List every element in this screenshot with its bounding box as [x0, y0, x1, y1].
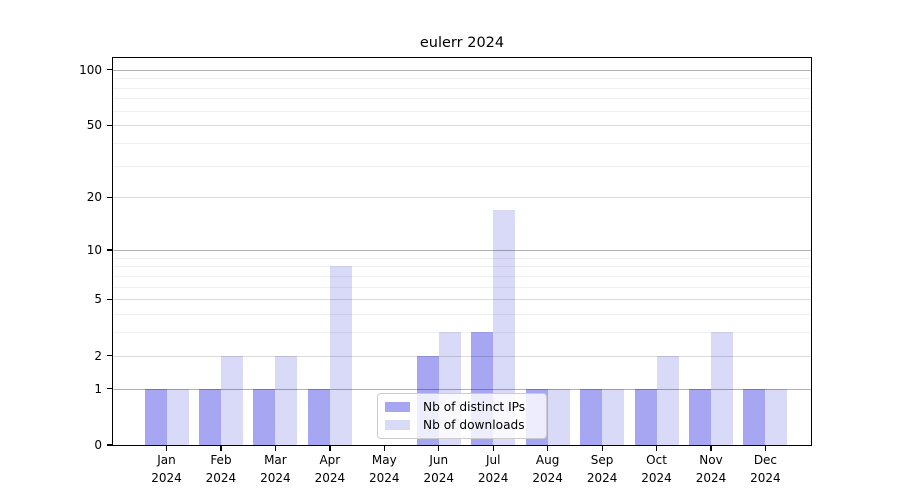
minor-gridline — [113, 143, 811, 145]
minor-gridline — [113, 286, 811, 288]
x-tick-label: Mar 2024 — [260, 453, 291, 485]
axes-frame — [112, 57, 812, 446]
bar-ips-apr — [307, 388, 330, 445]
minor-gridline — [113, 87, 811, 89]
bar-downloads-jan — [166, 388, 189, 445]
x-tick-label: Nov 2024 — [695, 453, 727, 485]
y-tick — [107, 444, 113, 446]
y-tick-label: 50 — [86, 118, 102, 133]
bar-downloads-jul — [493, 210, 516, 445]
y-tick-label: 10 — [86, 243, 102, 258]
y-tick-label: 0 — [94, 438, 102, 452]
x-tick — [710, 446, 712, 451]
y-tick — [107, 388, 113, 390]
decade-gridline — [113, 250, 811, 252]
minor-gridline — [113, 314, 811, 316]
bar-ips-nov — [689, 388, 711, 445]
minor-gridline — [113, 275, 811, 277]
bar-downloads-feb — [220, 355, 243, 445]
bar-ips-oct — [634, 388, 657, 445]
x-tick — [329, 446, 331, 451]
y-tick — [107, 69, 113, 71]
x-tick-label: Jun 2024 — [423, 453, 455, 485]
bar-ips-sep — [580, 388, 603, 445]
y-tick-label: 1 — [94, 381, 102, 396]
bar-downloads-mar — [275, 355, 298, 445]
bar-downloads-sep — [602, 388, 625, 445]
legend-label-distinct-ips: Nb of distinct IPs — [423, 399, 526, 414]
y-tick — [107, 298, 113, 301]
legend-swatch-downloads-icon — [385, 420, 410, 431]
bar-downloads-aug — [547, 388, 570, 445]
y-tick — [107, 355, 113, 357]
x-tick — [438, 446, 440, 451]
major-gridline — [113, 125, 811, 127]
x-tick — [274, 446, 277, 451]
legend-item-distinct-ips: Nb of distinct IPs — [385, 399, 539, 415]
minor-gridline — [113, 98, 811, 100]
x-tick-label: Aug 2024 — [532, 453, 563, 485]
x-tick — [383, 446, 385, 451]
minor-gridline — [113, 110, 811, 112]
bar-downloads-dec — [765, 388, 788, 445]
x-tick — [601, 446, 603, 451]
decade-gridline — [113, 69, 811, 71]
x-tick — [764, 446, 767, 451]
y-tick — [107, 249, 113, 251]
x-tick-label: Dec 2024 — [750, 453, 781, 485]
bar-ips-feb — [198, 388, 221, 445]
x-tick — [547, 446, 549, 451]
x-tick-label: Feb 2024 — [205, 453, 237, 485]
bar-ips-mar — [253, 388, 276, 445]
bar-ips-jan — [144, 388, 167, 445]
x-tick — [165, 446, 168, 451]
major-gridline — [113, 299, 811, 301]
x-tick-label: Jul 2024 — [477, 453, 509, 485]
major-gridline — [113, 355, 811, 357]
legend-item-downloads: Nb of downloads — [385, 417, 539, 433]
minor-gridline — [113, 78, 811, 80]
x-tick-label: May 2024 — [369, 453, 400, 485]
x-tick — [655, 446, 658, 451]
minor-gridline — [113, 266, 811, 268]
decade-gridline — [113, 388, 811, 390]
bar-downloads-oct — [656, 355, 679, 445]
y-tick — [107, 196, 113, 199]
x-tick-label: Apr 2024 — [314, 453, 346, 485]
minor-gridline — [113, 257, 811, 259]
y-tick-label: 20 — [86, 190, 102, 205]
bar-ips-dec — [743, 388, 766, 445]
y-tick-label: 100 — [79, 62, 102, 77]
x-tick — [492, 446, 494, 451]
y-tick — [107, 124, 113, 127]
bar-downloads-nov — [711, 332, 733, 445]
x-tick-label: Jan 2024 — [151, 453, 182, 485]
x-tick — [220, 446, 222, 451]
minor-gridline — [113, 165, 811, 167]
legend-label-downloads: Nb of downloads — [423, 418, 525, 433]
major-gridline — [113, 197, 811, 199]
x-tick-label: Sep 2024 — [586, 453, 618, 485]
legend: Nb of distinct IPs Nb of downloads — [377, 393, 547, 439]
y-tick-label: 5 — [94, 292, 102, 307]
legend-swatch-distinct-ips-icon — [385, 401, 410, 412]
chart-title: eulerr 2024 — [419, 35, 505, 51]
minor-gridline — [113, 332, 811, 334]
y-tick-label: 2 — [94, 348, 102, 363]
bar-downloads-apr — [329, 266, 352, 445]
x-tick-label: Oct 2024 — [641, 453, 672, 485]
